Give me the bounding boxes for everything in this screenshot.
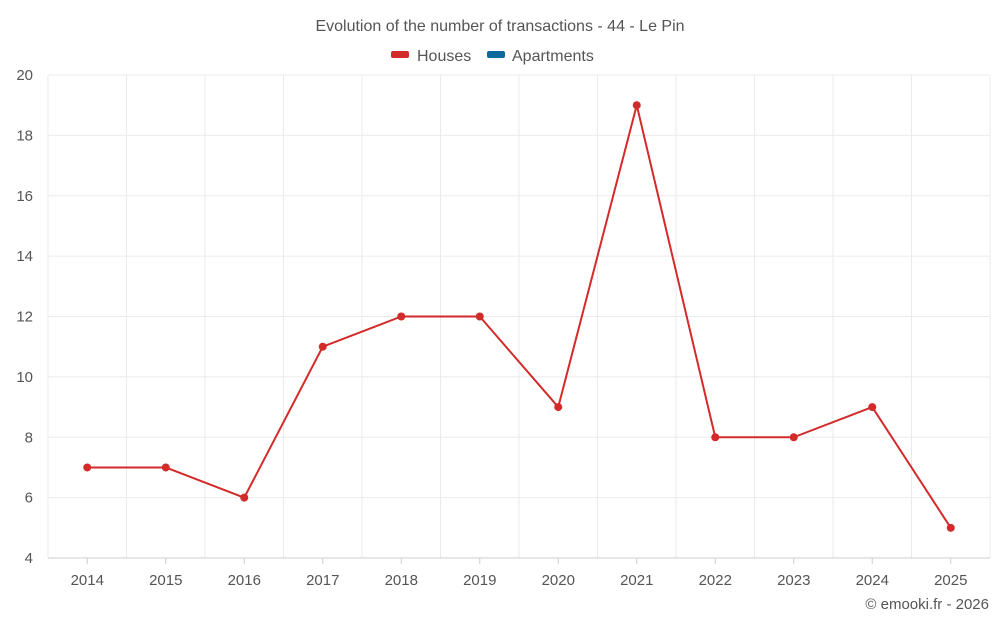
x-tick-label-2015: 2015 xyxy=(149,572,182,589)
y-axis-ticks: 4 6 8 10 12 14 16 18 20 xyxy=(16,67,33,567)
x-tick-label-2020: 2020 xyxy=(542,572,575,589)
gridlines xyxy=(47,74,991,558)
legend-swatch-apartments xyxy=(487,51,505,58)
x-axis-ticks: 2014 2015 2016 2017 2018 2019 2020 2021 2022 2023… xyxy=(48,557,990,589)
x-tick-label-2022: 2022 xyxy=(699,572,732,589)
data-point-2025[interactable] xyxy=(946,523,955,532)
x-tick-label-2024: 2024 xyxy=(856,572,889,589)
data-point-2017[interactable] xyxy=(318,342,327,351)
legend-item-houses[interactable]: Houses xyxy=(391,48,471,65)
y-tick-label: 18 xyxy=(16,127,33,144)
data-point-2021[interactable] xyxy=(632,101,641,110)
y-tick-label: 4 xyxy=(25,550,33,567)
x-tick-label-2017: 2017 xyxy=(306,572,339,589)
data-point-2020[interactable] xyxy=(554,403,563,412)
data-point-2015[interactable] xyxy=(161,463,170,472)
x-tick-label-2018: 2018 xyxy=(385,572,418,589)
credit-text: © emooki.fr - 2026 xyxy=(865,596,989,613)
y-tick-label: 8 xyxy=(25,429,33,446)
y-tick-label: 12 xyxy=(16,309,33,326)
legend-item-apartments[interactable]: Apartments xyxy=(487,48,594,65)
plot-area xyxy=(83,101,955,532)
x-tick-label-2025: 2025 xyxy=(934,572,967,589)
legend-swatch-houses xyxy=(391,51,409,58)
x-tick-label-2019: 2019 xyxy=(463,572,496,589)
x-tick-label-2014: 2014 xyxy=(71,572,104,589)
data-point-2019[interactable] xyxy=(475,312,484,321)
x-tick-label-2016: 2016 xyxy=(228,572,261,589)
data-point-2014[interactable] xyxy=(83,463,92,472)
data-point-2022[interactable] xyxy=(711,433,720,442)
legend: Houses Apartments xyxy=(391,48,594,65)
x-tick-label-2023: 2023 xyxy=(777,572,810,589)
data-point-2018[interactable] xyxy=(397,312,406,321)
y-tick-label: 16 xyxy=(16,188,33,205)
data-point-2016[interactable] xyxy=(240,493,249,502)
y-tick-label: 14 xyxy=(16,248,33,265)
data-point-2024[interactable] xyxy=(868,403,877,412)
y-tick-label: 20 xyxy=(16,67,33,84)
legend-label-houses: Houses xyxy=(417,48,471,65)
data-point-2023[interactable] xyxy=(789,433,798,442)
y-tick-label: 10 xyxy=(16,369,33,386)
series-line-houses xyxy=(87,104,952,529)
x-tick-label-2021: 2021 xyxy=(620,572,653,589)
chart-title: Evolution of the number of transactions … xyxy=(315,18,684,35)
legend-label-apartments: Apartments xyxy=(512,48,594,65)
y-tick-label: 6 xyxy=(25,490,33,507)
